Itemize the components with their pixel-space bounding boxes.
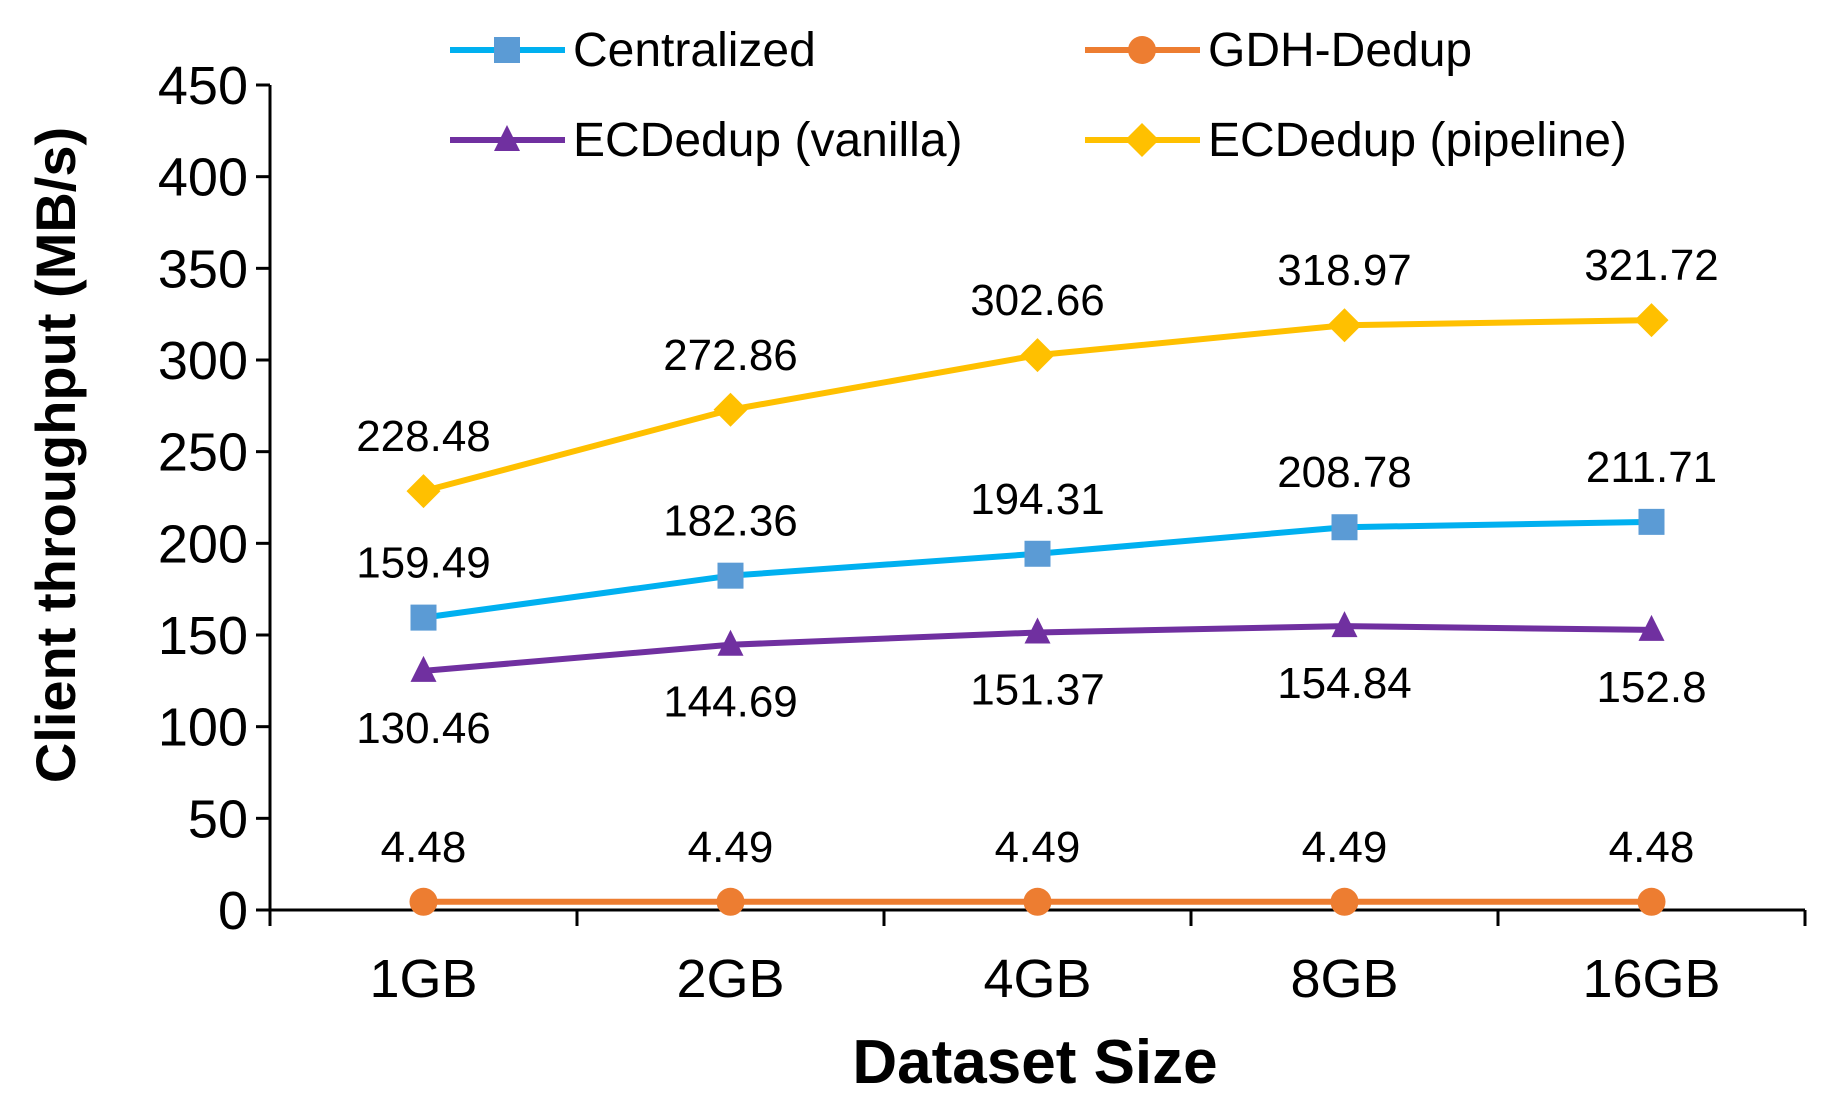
data-point-ecdedup-pipeline xyxy=(1635,303,1669,337)
data-label-gdh-dedup: 4.48 xyxy=(1609,823,1695,872)
data-label-gdh-dedup: 4.49 xyxy=(995,823,1081,872)
data-label-gdh-dedup: 4.49 xyxy=(1302,823,1388,872)
legend-label: GDH-Dedup xyxy=(1208,24,1472,77)
y-tick-label: 350 xyxy=(158,239,248,299)
data-label-centralized: 211.71 xyxy=(1586,443,1717,492)
legend: Centralized GDH-Dedup ECDedup (vanilla) ECD… xyxy=(450,24,1627,167)
y-tick-label: 450 xyxy=(158,56,248,116)
data-label-centralized: 194.31 xyxy=(970,475,1105,524)
legend-item-gdh-dedup: GDH-Dedup xyxy=(1085,24,1472,77)
y-tick-label: 300 xyxy=(158,331,248,391)
x-axis-title: Dataset Size xyxy=(852,1028,1217,1097)
data-label-ecdedup-pipeline: 228.48 xyxy=(356,412,491,461)
data-label-ecdedup-vanilla: 154.84 xyxy=(1277,659,1412,708)
data-label-centralized: 208.78 xyxy=(1277,448,1412,497)
y-tick-label: 50 xyxy=(188,789,248,849)
data-point-gdh-dedup xyxy=(1331,888,1359,916)
x-tick-label: 8GB xyxy=(1290,949,1398,1009)
data-label-ecdedup-vanilla: 152.8 xyxy=(1596,663,1706,712)
legend-item-ecdedup-pipeline: ECDedup (pipeline) xyxy=(1085,114,1627,167)
data-label-centralized: 159.49 xyxy=(356,539,491,588)
data-label-ecdedup-vanilla: 130.46 xyxy=(356,704,491,753)
legend-label: ECDedup (pipeline) xyxy=(1208,114,1627,167)
y-tick-label: 150 xyxy=(158,606,248,666)
x-tick-label: 16GB xyxy=(1582,949,1720,1009)
data-point-gdh-dedup xyxy=(410,888,438,916)
x-tick-label: 4GB xyxy=(983,949,1091,1009)
data-point-gdh-dedup xyxy=(1024,888,1052,916)
data-point-centralized xyxy=(411,605,437,631)
data-label-centralized: 182.36 xyxy=(663,497,798,546)
x-tick-label: 1GB xyxy=(369,949,477,1009)
data-point-gdh-dedup xyxy=(717,888,745,916)
series-line-centralized xyxy=(424,522,1652,618)
data-point-centralized xyxy=(1332,514,1358,540)
legend-label: Centralized xyxy=(573,24,816,77)
data-point-ecdedup-pipeline xyxy=(1328,308,1362,342)
y-tick-label: 400 xyxy=(158,148,248,208)
data-point-ecdedup-pipeline xyxy=(407,474,441,508)
data-label-ecdedup-pipeline: 302.66 xyxy=(970,276,1105,325)
data-point-ecdedup-pipeline xyxy=(714,393,748,427)
data-point-gdh-dedup xyxy=(1638,888,1666,916)
legend-marker xyxy=(1125,123,1159,157)
y-tick-label: 0 xyxy=(218,881,248,941)
data-label-gdh-dedup: 4.48 xyxy=(381,823,467,872)
series-gdh-dedup xyxy=(410,888,1666,916)
data-label-ecdedup-pipeline: 272.86 xyxy=(663,331,798,380)
y-tick-label: 200 xyxy=(158,514,248,574)
legend-marker xyxy=(494,37,520,63)
legend-item-ecdedup-vanilla: ECDedup (vanilla) xyxy=(450,114,963,167)
data-label-ecdedup-pipeline: 318.97 xyxy=(1277,246,1412,295)
legend-label: ECDedup (vanilla) xyxy=(573,114,963,167)
series-centralized xyxy=(411,509,1665,631)
data-point-centralized xyxy=(1639,509,1665,535)
y-tick-label: 250 xyxy=(158,423,248,483)
x-tick-label: 2GB xyxy=(676,949,784,1009)
data-point-centralized xyxy=(1025,541,1051,567)
data-point-ecdedup-pipeline xyxy=(1021,338,1055,372)
legend-item-centralized: Centralized xyxy=(450,24,816,77)
y-axis-title: Client throughput (MB/s) xyxy=(24,127,87,783)
data-label-ecdedup-vanilla: 151.37 xyxy=(970,665,1105,714)
legend-marker xyxy=(1128,36,1156,64)
data-label-ecdedup-pipeline: 321.72 xyxy=(1584,241,1719,290)
data-label-gdh-dedup: 4.49 xyxy=(688,823,774,872)
data-label-ecdedup-vanilla: 144.69 xyxy=(663,678,798,727)
y-tick-label: 100 xyxy=(158,698,248,758)
data-point-centralized xyxy=(718,563,744,589)
